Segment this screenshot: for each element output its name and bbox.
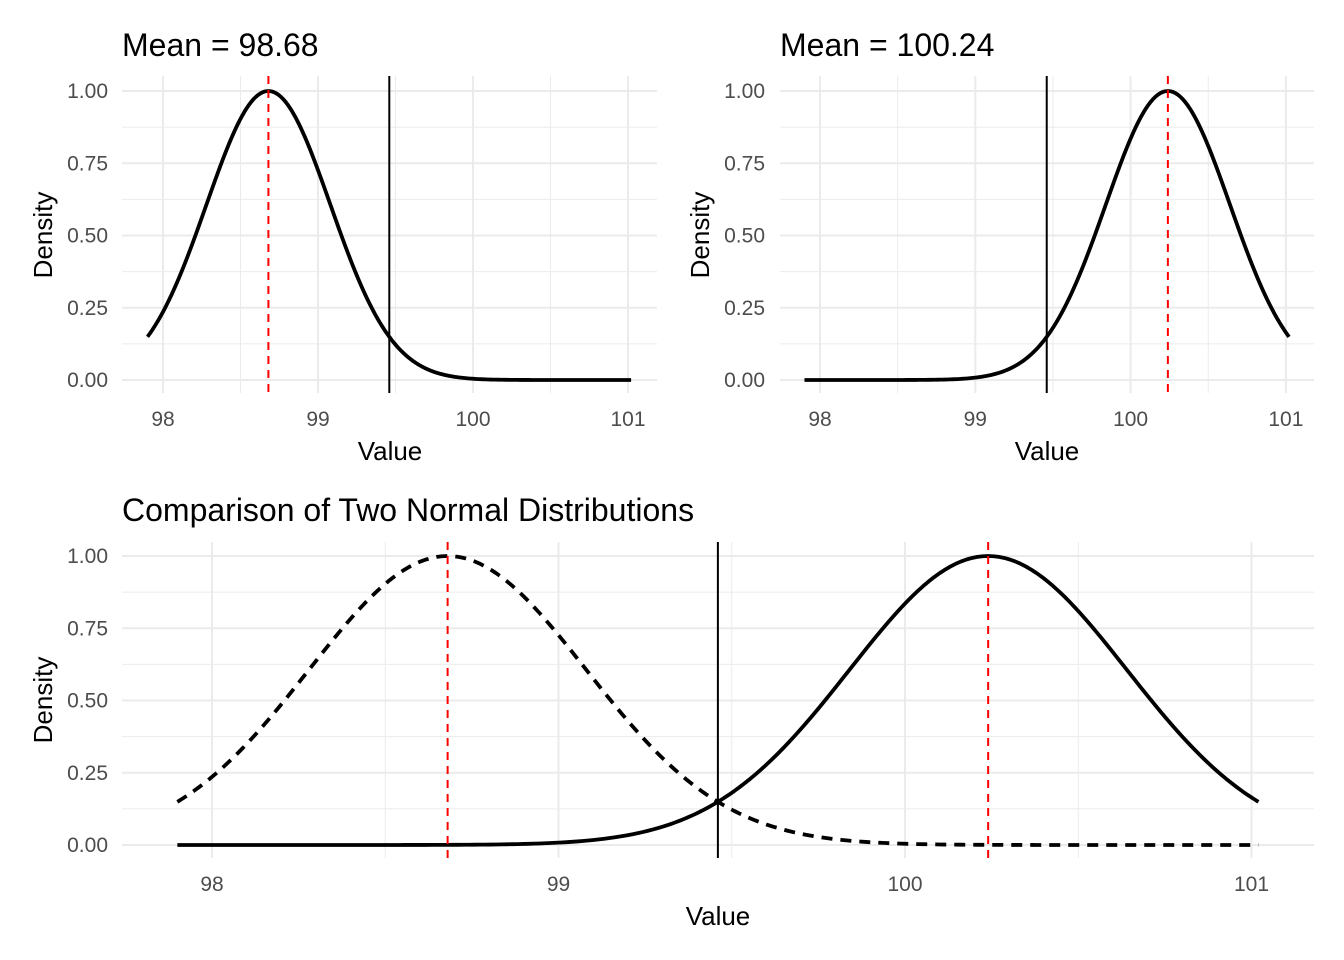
y-tick-label: 0.25 bbox=[67, 297, 108, 320]
y-tick-label: 0.00 bbox=[67, 834, 108, 857]
y-tick-label: 0.00 bbox=[724, 369, 765, 392]
y-tick-label: 1.00 bbox=[67, 80, 108, 103]
x-tick-label: 98 bbox=[200, 873, 223, 896]
y-tick-label: 0.50 bbox=[67, 225, 108, 248]
x-tick-label: 99 bbox=[547, 873, 570, 896]
x-tick-label: 100 bbox=[455, 408, 490, 431]
x-tick-label: 101 bbox=[610, 408, 645, 431]
y-tick-label: 0.75 bbox=[67, 152, 108, 175]
x-tick-label: 98 bbox=[808, 408, 831, 431]
y-tick-label: 0.50 bbox=[67, 690, 108, 713]
panel-top-right: Mean = 100.24 Value Density 98 99 100 101 0.… bbox=[685, 27, 1314, 466]
x-tick-label: 101 bbox=[1268, 408, 1303, 431]
x-axis-label: Value bbox=[1015, 436, 1080, 466]
y-tick-label: 1.00 bbox=[724, 80, 765, 103]
y-tick-label: 0.75 bbox=[724, 152, 765, 175]
y-tick-label: 1.00 bbox=[67, 545, 108, 568]
x-axis-label: Value bbox=[358, 436, 423, 466]
y-tick-label: 0.00 bbox=[67, 369, 108, 392]
panel-title: Mean = 100.24 bbox=[780, 27, 994, 63]
x-tick-label: 99 bbox=[964, 408, 987, 431]
panel-title: Comparison of Two Normal Distributions bbox=[122, 492, 694, 528]
x-tick-label: 99 bbox=[306, 408, 329, 431]
panel-bottom-comparison: Comparison of Two Normal Distributions V… bbox=[28, 492, 1314, 931]
y-tick-label: 0.75 bbox=[67, 617, 108, 640]
x-tick-label: 101 bbox=[1234, 873, 1269, 896]
y-tick-label: 0.50 bbox=[724, 225, 765, 248]
y-tick-label: 0.25 bbox=[724, 297, 765, 320]
panel-title: Mean = 98.68 bbox=[122, 27, 319, 63]
x-tick-label: 98 bbox=[151, 408, 174, 431]
y-tick-label: 0.25 bbox=[67, 762, 108, 785]
panel-top-left: Mean = 98.68 Value Density 98 99 100 101 0.0… bbox=[28, 27, 657, 466]
x-tick-label: 100 bbox=[887, 873, 922, 896]
y-axis-label: Density bbox=[685, 192, 715, 279]
x-axis-label: Value bbox=[686, 901, 751, 931]
x-tick-label: 100 bbox=[1113, 408, 1148, 431]
y-axis-label: Density bbox=[28, 657, 58, 744]
y-axis-label: Density bbox=[28, 192, 58, 279]
